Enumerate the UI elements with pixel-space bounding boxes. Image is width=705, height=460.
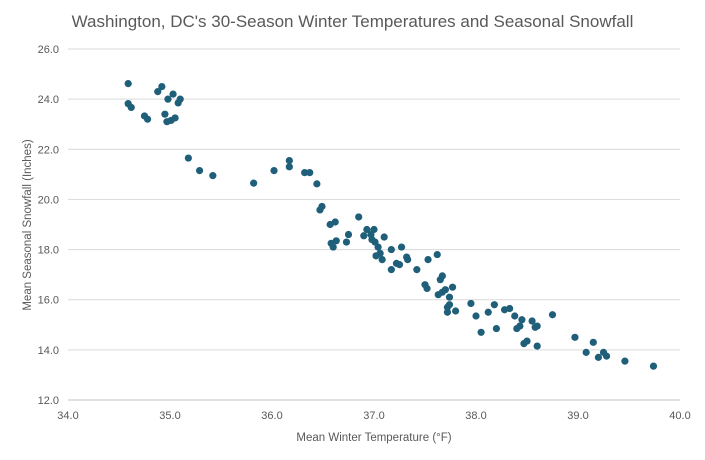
data-point [301, 169, 309, 177]
data-point [169, 90, 177, 98]
data-point [285, 156, 293, 165]
data-point [423, 284, 431, 293]
data-point [445, 301, 454, 309]
chart-title: Washington, DC's 30-Season Winter Temper… [72, 12, 634, 31]
data-point [363, 225, 371, 234]
data-point [161, 110, 169, 118]
data-point [443, 308, 452, 316]
data-point [360, 232, 368, 240]
data-point [424, 256, 432, 264]
data-point [397, 243, 406, 251]
data-point [413, 266, 421, 274]
y-tick-label: 26.0 [38, 44, 59, 56]
x-tick-label: 40.0 [669, 410, 690, 422]
data-point [589, 338, 597, 346]
data-point [329, 243, 337, 251]
data-point [516, 322, 524, 330]
data-point [376, 249, 384, 257]
data-point [445, 293, 454, 301]
data-point [533, 342, 541, 350]
x-axis-label: Mean Winter Temperature (°F) [296, 432, 451, 444]
data-point [477, 328, 485, 336]
data-point [472, 312, 480, 320]
data-point [124, 79, 132, 88]
data-points [124, 79, 658, 370]
y-tick-label: 12.0 [38, 395, 59, 407]
data-point [285, 163, 293, 171]
data-point [438, 272, 446, 280]
data-point [518, 316, 526, 324]
data-point [154, 88, 162, 96]
data-point [533, 322, 541, 330]
data-point [374, 243, 382, 251]
data-point [571, 333, 579, 341]
data-point [602, 352, 611, 360]
data-point [548, 311, 557, 319]
y-tick-label: 18.0 [38, 245, 59, 257]
x-tick-label: 35.0 [159, 410, 180, 422]
x-tick-label: 38.0 [465, 410, 486, 422]
y-tick-label: 14.0 [38, 345, 59, 357]
data-point [528, 317, 536, 325]
data-point [404, 256, 412, 264]
data-point [158, 83, 166, 91]
axes: 12.0 14.0 16.0 18.0 20.0 22.0 24.0 26.0 34.0 35.0… [38, 44, 691, 422]
data-point [484, 308, 492, 316]
data-point [143, 115, 152, 123]
data-point [433, 250, 441, 259]
y-tick-label: 24.0 [38, 94, 59, 106]
data-point [250, 179, 258, 187]
data-point [171, 114, 179, 122]
data-point [387, 245, 395, 254]
x-tick-label: 37.0 [363, 410, 384, 422]
data-point [209, 172, 217, 180]
data-point [649, 362, 658, 370]
data-point [313, 180, 321, 188]
data-point [184, 154, 192, 162]
data-point [506, 304, 514, 313]
data-point [355, 213, 363, 221]
y-tick-label: 20.0 [38, 194, 59, 206]
data-point [332, 237, 340, 245]
data-point [331, 218, 339, 226]
x-tick-label: 36.0 [261, 410, 282, 422]
y-tick-label: 16.0 [38, 295, 59, 307]
data-point [344, 230, 353, 239]
data-point [164, 95, 172, 103]
y-axis-label: Mean Seasonal Snowfall (Inches) [22, 139, 34, 310]
data-point [448, 283, 457, 291]
data-point [342, 238, 351, 246]
data-point [370, 225, 378, 234]
data-point [380, 233, 388, 241]
data-point [467, 299, 475, 308]
data-point [490, 301, 498, 309]
data-point [127, 103, 135, 112]
data-point [316, 206, 324, 214]
data-point [582, 348, 590, 356]
data-point [523, 337, 531, 345]
data-point [387, 266, 395, 274]
data-point [511, 312, 519, 320]
data-point [378, 256, 386, 264]
data-point [492, 324, 500, 333]
data-point [176, 95, 184, 103]
data-point [306, 169, 314, 177]
data-point [452, 307, 460, 315]
x-tick-label: 34.0 [57, 410, 78, 422]
data-point [441, 286, 449, 294]
data-point [195, 166, 204, 175]
data-point [621, 357, 629, 365]
x-tick-label: 39.0 [567, 410, 588, 422]
data-point [395, 261, 404, 269]
y-tick-label: 22.0 [38, 144, 59, 156]
data-point [594, 353, 603, 361]
data-point [270, 166, 278, 175]
